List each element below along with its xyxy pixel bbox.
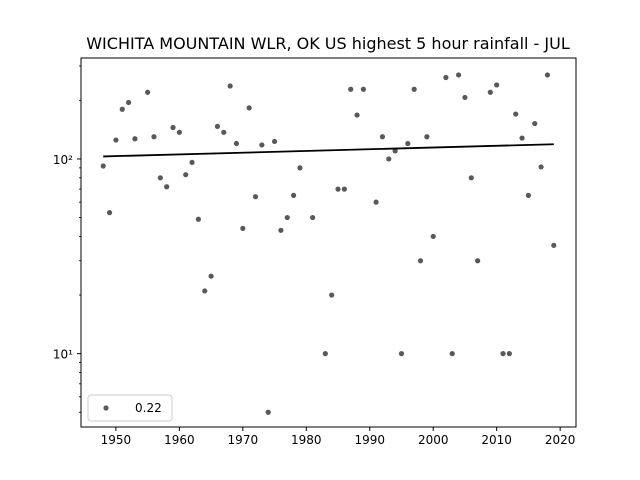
x-tick-label: 2010 xyxy=(481,433,512,447)
data-point xyxy=(100,163,106,169)
data-point xyxy=(271,138,278,145)
data-point xyxy=(379,134,386,140)
data-point xyxy=(202,288,208,294)
x-tick-label: 1990 xyxy=(354,433,385,447)
data-point xyxy=(183,172,189,178)
data-point xyxy=(443,74,449,81)
data-point xyxy=(398,351,405,357)
data-point xyxy=(430,233,436,240)
data-point xyxy=(119,106,125,112)
data-point xyxy=(449,351,455,357)
data-point xyxy=(176,129,182,135)
x-tick-label: 2020 xyxy=(545,433,576,447)
data-point xyxy=(189,159,195,166)
data-point xyxy=(532,120,538,127)
legend: 0.22 xyxy=(87,394,173,422)
data-point xyxy=(290,192,297,198)
legend-label: 0.22 xyxy=(135,401,162,415)
data-point xyxy=(145,89,151,95)
data-point xyxy=(246,105,252,111)
data-point xyxy=(113,137,119,143)
data-point xyxy=(170,124,176,131)
data-point xyxy=(233,140,240,147)
data-point xyxy=(195,216,202,222)
data-point xyxy=(386,156,392,162)
x-tick-label: 1960 xyxy=(164,433,195,447)
data-point xyxy=(221,129,227,135)
data-point xyxy=(259,142,265,148)
data-point xyxy=(214,123,221,129)
y-tick-label: 10² xyxy=(53,153,73,167)
chart-title: WICHITA MOUNTAIN WLR, OK US highest 5 ho… xyxy=(86,34,570,53)
data-point xyxy=(329,292,335,298)
x-tick-label: 2000 xyxy=(418,433,449,447)
data-point xyxy=(360,86,367,92)
data-point xyxy=(157,175,163,181)
legend-box xyxy=(87,394,173,422)
data-point xyxy=(551,242,557,248)
data-point xyxy=(284,214,290,221)
data-point xyxy=(487,89,493,95)
data-point xyxy=(151,134,157,140)
data-point xyxy=(278,227,284,233)
data-point xyxy=(125,99,132,106)
x-tick-label: 1970 xyxy=(228,433,259,447)
data-point xyxy=(417,258,424,264)
data-point xyxy=(462,94,468,101)
data-point xyxy=(506,351,512,357)
data-point xyxy=(322,351,328,357)
x-tick-label: 1950 xyxy=(101,433,132,447)
data-point xyxy=(513,111,519,117)
data-point xyxy=(519,135,525,141)
x-tick-label: 1980 xyxy=(291,433,322,447)
data-point xyxy=(544,72,551,78)
data-point xyxy=(106,210,113,216)
data-point xyxy=(164,184,170,190)
data-point xyxy=(475,258,481,264)
x-axis: 1950 1960 1970 1980 1990 2000 2010 2020 xyxy=(101,427,576,447)
data-point xyxy=(335,186,341,192)
plot-area xyxy=(80,57,577,428)
data-point xyxy=(240,225,246,231)
data-point xyxy=(208,273,214,279)
trend-line xyxy=(103,143,554,158)
data-point xyxy=(468,175,474,181)
data-point xyxy=(373,199,379,205)
data-point xyxy=(424,134,430,140)
data-point xyxy=(252,194,259,200)
data-point xyxy=(405,140,411,147)
data-point xyxy=(494,82,500,88)
data-point xyxy=(455,72,462,78)
data-point xyxy=(227,83,233,89)
plot-frame xyxy=(80,57,577,428)
data-point xyxy=(348,86,354,92)
data-point xyxy=(500,351,506,357)
data-point xyxy=(341,186,347,192)
data-point xyxy=(265,409,271,415)
data-point xyxy=(538,164,544,170)
y-axis: 10¹ 10² xyxy=(53,65,81,413)
legend-marker xyxy=(103,405,109,411)
data-point xyxy=(392,148,398,154)
y-tick-label: 10¹ xyxy=(53,348,73,362)
data-point xyxy=(354,112,360,118)
data-point xyxy=(310,214,316,221)
scatter-points xyxy=(100,72,557,415)
data-point xyxy=(411,86,417,92)
data-point xyxy=(297,165,303,171)
data-point xyxy=(525,192,532,198)
data-point xyxy=(132,136,138,142)
trend-line-group xyxy=(103,143,554,158)
